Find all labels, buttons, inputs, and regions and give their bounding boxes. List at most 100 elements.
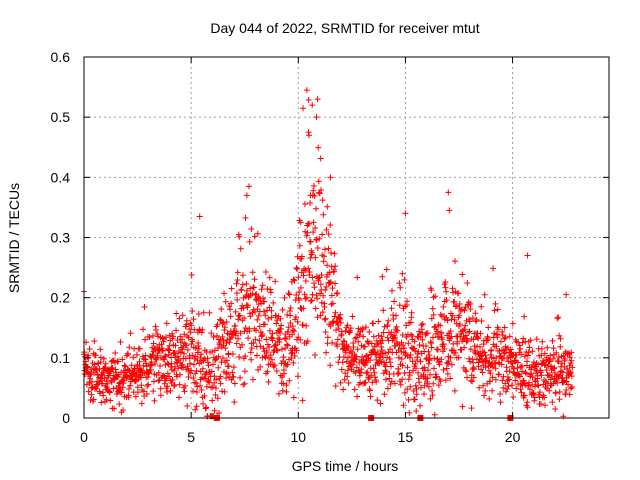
data-point: [448, 361, 455, 368]
data-point: [445, 358, 452, 365]
data-point: [359, 325, 366, 332]
data-point: [382, 376, 389, 383]
data-point: [302, 278, 309, 285]
data-point: [309, 274, 316, 281]
data-point: [176, 315, 183, 322]
data-point: [320, 258, 327, 265]
data-point: [363, 370, 370, 377]
data-point: [568, 357, 575, 364]
data-point: [222, 298, 229, 305]
data-point: [428, 340, 435, 347]
data-point: [518, 389, 525, 396]
data-point: [461, 326, 468, 333]
data-point: [112, 350, 119, 357]
data-point: [344, 373, 351, 380]
data-point: [234, 296, 241, 303]
data-point: [244, 287, 251, 294]
data-point: [503, 388, 510, 395]
data-point: [539, 338, 546, 345]
data-point: [107, 397, 114, 404]
data-point: [203, 404, 210, 411]
data-point: [415, 348, 422, 355]
data-point: [424, 375, 431, 382]
data-point: [486, 367, 493, 374]
data-point: [550, 345, 557, 352]
data-point: [444, 317, 451, 324]
data-point: [456, 321, 463, 328]
data-point: [524, 358, 531, 365]
data-point: [456, 300, 463, 307]
data-point: [481, 291, 488, 298]
data-point: [142, 360, 149, 367]
data-point: [317, 155, 324, 162]
data-point: [289, 331, 296, 338]
data-point: [242, 324, 249, 331]
data-point: [237, 374, 244, 381]
data-point: [362, 379, 369, 386]
data-point: [391, 380, 398, 387]
data-point: [356, 332, 363, 339]
data-point: [383, 369, 390, 376]
data-point: [132, 393, 139, 400]
data-point: [300, 272, 307, 279]
data-point: [478, 366, 485, 373]
data-point: [323, 349, 330, 356]
data-point: [241, 315, 248, 322]
data-point: [514, 364, 521, 371]
data-point: [297, 336, 304, 343]
data-point: [298, 253, 305, 260]
data-point: [268, 334, 275, 341]
data-point: [552, 389, 559, 396]
data-point: [259, 331, 266, 338]
data-point: [427, 395, 434, 402]
data-point: [186, 360, 193, 367]
data-point: [476, 384, 483, 391]
data-point: [392, 312, 399, 319]
data-point: [285, 290, 292, 297]
data-point: [179, 346, 186, 353]
data-point: [430, 311, 437, 318]
data-point: [211, 347, 218, 354]
data-point: [320, 211, 327, 218]
data-point: [268, 356, 275, 363]
data-point: [283, 362, 290, 369]
data-point: [84, 364, 91, 371]
data-point: [194, 383, 201, 390]
data-point: [262, 269, 269, 276]
data-point: [430, 380, 437, 387]
data-point: [345, 379, 352, 386]
data-point: [537, 369, 544, 376]
data-point: [210, 334, 217, 341]
data-point: [145, 381, 152, 388]
data-point: [566, 391, 573, 398]
data-point: [162, 352, 169, 359]
data-point: [449, 312, 456, 319]
data-point: [331, 250, 338, 257]
data-point: [504, 386, 511, 393]
data-point: [405, 340, 412, 347]
y-tick-label: 0.5: [51, 109, 71, 125]
data-point: [279, 374, 286, 381]
data-point: [186, 355, 193, 362]
data-point: [551, 369, 558, 376]
data-point: [401, 389, 408, 396]
data-point: [492, 300, 499, 307]
data-point: [306, 220, 313, 227]
data-point: [455, 290, 462, 297]
data-point: [443, 314, 450, 321]
data-point: [265, 315, 272, 322]
data-point: [303, 294, 310, 301]
data-point: [482, 352, 489, 359]
data-point: [192, 353, 199, 360]
data-point: [324, 203, 331, 210]
data-point: [241, 368, 248, 375]
data-point: [229, 351, 236, 358]
data-point: [530, 359, 537, 366]
data-point: [86, 346, 93, 353]
data-point: [183, 317, 190, 324]
data-point: [518, 380, 525, 387]
data-point: [384, 321, 391, 328]
data-point: [157, 392, 164, 399]
data-point: [189, 308, 196, 315]
data-point: [344, 367, 351, 374]
